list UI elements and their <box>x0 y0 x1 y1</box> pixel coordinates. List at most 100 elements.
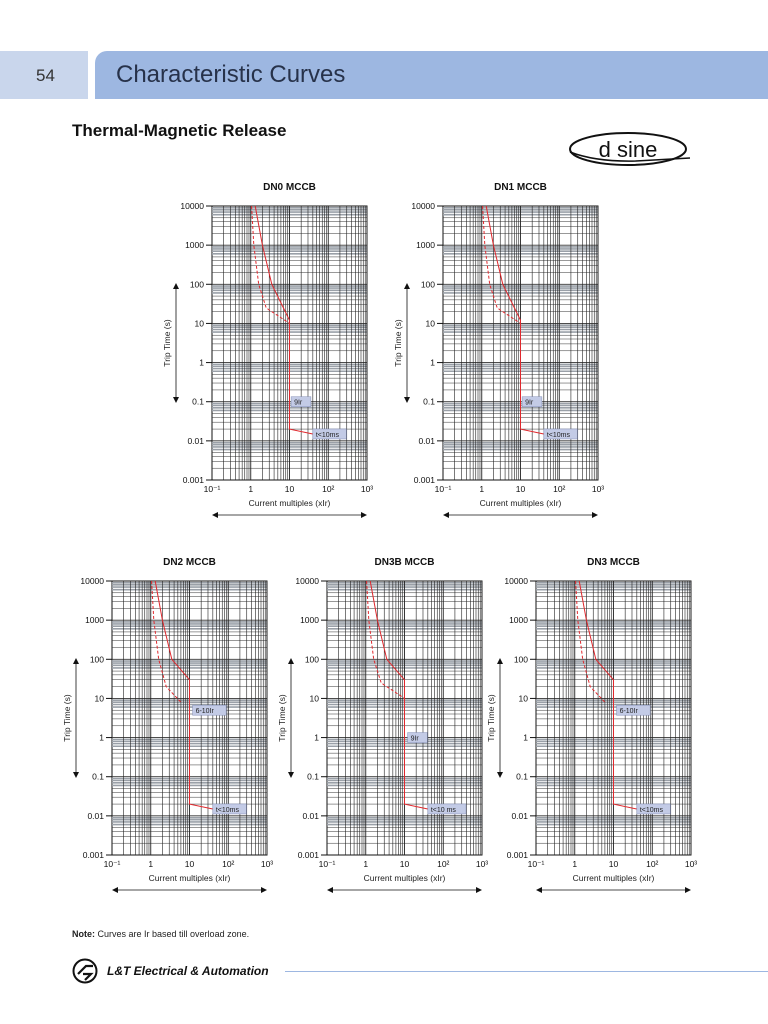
trip-curve-min <box>251 205 290 324</box>
y-tick-label: 1000 <box>85 615 104 625</box>
trip-curve-max <box>369 580 428 810</box>
annotation-box <box>616 704 651 716</box>
annotations: 9Ir t<10ms <box>521 396 578 440</box>
series-group <box>482 205 544 435</box>
y-axis-label: Trip Time (s) <box>277 694 287 742</box>
chart-dn3b: DN3B MCCB 10000 1000 100 10 1 0.1 0.01 0.001 10⁻¹… <box>265 553 505 899</box>
x-tick-label: 1 <box>148 859 153 869</box>
x-axis-label: Current multiples (xIr) <box>364 873 446 883</box>
y-tick-label: 1 <box>314 733 319 743</box>
x-tick-label: 10 <box>285 484 295 494</box>
x-axis-label-group: Current multiples (xIr) <box>443 498 598 518</box>
y-tick-label: 100 <box>90 654 104 664</box>
annotation-label: 6-10Ir <box>196 708 215 715</box>
x-tick-label: 10⁻¹ <box>319 859 336 869</box>
y-tick-label: 10000 <box>411 201 435 211</box>
footer-brand: L&T Electrical & Automation <box>107 964 269 978</box>
trip-curve-max <box>578 580 637 810</box>
annotation-label: t<10ms <box>316 432 340 439</box>
annotation-label: 9Ir <box>525 400 534 407</box>
x-tick-label: 10² <box>553 484 565 494</box>
annotations: 9Ir t<10 ms <box>407 732 467 815</box>
y-tick-label: 10000 <box>180 201 204 211</box>
arrow-head <box>288 658 294 664</box>
x-tick-label: 10³ <box>592 484 604 494</box>
annotation-label: 6-10Ir <box>620 708 639 715</box>
annotation-box <box>543 428 578 440</box>
y-axis-label-group: Trip Time (s) <box>486 658 503 778</box>
y-axis-label-group: Trip Time (s) <box>277 658 294 778</box>
series-group <box>251 205 313 435</box>
annotation-box <box>427 803 467 815</box>
y-tick-label: 100 <box>305 654 319 664</box>
x-tick-label: 10² <box>437 859 449 869</box>
annotation-label: t<10ms <box>216 807 240 814</box>
y-tick-label: 10 <box>195 318 205 328</box>
y-tick-label: 10 <box>95 693 105 703</box>
logo-text: d sine <box>599 137 658 162</box>
chart-title: DN0 MCCB <box>263 182 316 193</box>
arrow-head <box>404 397 410 403</box>
chart-dn2: DN2 MCCB 10000 1000 100 10 1 0.1 0.01 0.001 10⁻¹ 1… <box>50 553 290 899</box>
y-tick-label: 1000 <box>185 240 204 250</box>
annotations: 6-10Ir t<10ms <box>192 704 247 815</box>
arrow-head <box>685 887 691 893</box>
trip-curve-min <box>482 205 521 324</box>
x-axis-label-group: Current multiples (xIr) <box>327 873 482 893</box>
arrow-head <box>536 887 542 893</box>
y-tick-label: 100 <box>190 279 204 289</box>
footer-divider <box>285 971 768 972</box>
x-tick-label: 10⁻¹ <box>204 484 221 494</box>
arrow-head <box>443 512 449 518</box>
x-axis-label: Current multiples (xIr) <box>480 498 562 508</box>
y-tick-label: 0.1 <box>423 397 435 407</box>
x-tick-label: 10⁻¹ <box>104 859 121 869</box>
annotations: 9Ir t<10ms <box>290 396 347 440</box>
x-axis-label-group: Current multiples (xIr) <box>112 873 267 893</box>
annotation-box <box>290 396 312 407</box>
x-tick-label: 10³ <box>261 859 273 869</box>
annotation-box <box>636 803 671 815</box>
chart-dn3: DN3 MCCB 10000 1000 100 10 1 0.1 0.01 0.001 10⁻¹ 1… <box>474 553 714 899</box>
chart-dn1: DN1 MCCB 10000 1000 100 10 1 0.1 0.01 0.001 10⁻¹ 1… <box>381 178 621 524</box>
arrow-head <box>112 887 118 893</box>
y-axis-label: Trip Time (s) <box>393 319 403 367</box>
title-band <box>95 51 768 99</box>
y-tick-label: 1000 <box>509 615 528 625</box>
x-tick-label: 1 <box>363 859 368 869</box>
x-tick-label: 10 <box>516 484 526 494</box>
y-tick-label: 0.01 <box>511 811 528 821</box>
x-tick-label: 10³ <box>361 484 373 494</box>
arrow-head <box>73 772 79 778</box>
x-axis-label: Current multiples (xIr) <box>249 498 331 508</box>
arrow-head <box>261 887 267 893</box>
trip-curve-max <box>154 580 213 810</box>
annotations: 6-10Ir t<10ms <box>616 704 671 815</box>
y-tick-label: 10 <box>426 318 436 328</box>
x-tick-label: 10 <box>400 859 410 869</box>
section-title: Thermal-Magnetic Release <box>72 121 287 140</box>
series-group <box>575 580 637 810</box>
arrow-head <box>212 512 218 518</box>
y-tick-label: 100 <box>421 279 435 289</box>
note-text: Curves are Ir based till overload zone. <box>97 929 250 939</box>
y-gridlines <box>443 206 598 469</box>
annotation-box <box>312 428 347 440</box>
x-tick-label: 10² <box>222 859 234 869</box>
chart-title: DN3B MCCB <box>375 557 435 568</box>
y-axis-label: Trip Time (s) <box>62 694 72 742</box>
y-tick-label: 0.001 <box>298 850 320 860</box>
y-tick-label: 1 <box>199 358 204 368</box>
chart-dn0: DN0 MCCB 10000 1000 100 10 1 0.1 0.01 0.001 10⁻¹ 1… <box>150 178 390 524</box>
y-tick-label: 100 <box>514 654 528 664</box>
annotation-label: t<10ms <box>640 807 664 814</box>
trip-curve-max <box>485 205 544 435</box>
chart-title: DN3 MCCB <box>587 557 640 568</box>
arrow-head <box>592 512 598 518</box>
arrow-head <box>476 887 482 893</box>
arrow-head <box>327 887 333 893</box>
x-tick-label: 1 <box>479 484 484 494</box>
page-number-tab <box>0 51 88 99</box>
